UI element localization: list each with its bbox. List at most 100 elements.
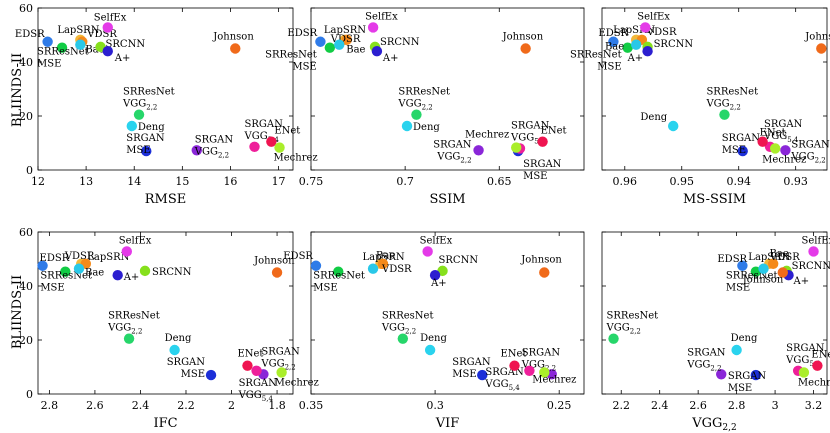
- point-label-bae: Bae: [346, 45, 365, 56]
- x-tick-label: 0.35: [299, 399, 324, 412]
- point-label-bae: Bae: [85, 45, 104, 56]
- x-tick-label: 2.6: [689, 399, 707, 412]
- point-label-enet: ENet: [501, 349, 527, 360]
- point-label-srresnet-mse: SRResNet MSE: [37, 47, 89, 70]
- point-bae: [73, 263, 85, 274]
- x-tick-label: 0.95: [669, 175, 694, 188]
- point-label-mechrez: Mechrez: [465, 130, 509, 141]
- point-srgan-mse: [205, 369, 217, 381]
- point-label-srcnn: SRCNN: [152, 267, 192, 278]
- plot-frame: [601, 7, 828, 171]
- point-label-lapsrn: LapSRN: [57, 25, 99, 36]
- point-label-johnson: Johnson: [212, 32, 254, 43]
- point-selfex: [121, 246, 132, 257]
- point-srresnet-mse: [324, 42, 336, 53]
- chart-panel-1: 12 13 14 15 16 17 0 20 40 60 RMSE EDSR SRResNet MSE La…: [15, 2, 318, 207]
- point-label-mechrez: Mechrez: [762, 154, 806, 165]
- point-label-bae: Bae: [376, 251, 395, 262]
- point-label-srcnn: SRCNN: [654, 39, 694, 50]
- y-tick-label: 0: [26, 388, 33, 401]
- point-mechrez: [798, 367, 810, 378]
- point-edsr: [37, 260, 48, 271]
- point-label-srgan-vgg: SRGAN VGG2,2: [686, 347, 726, 372]
- y-tick-label: 40: [19, 56, 33, 69]
- point-label-srresnet-vgg: SRResNet VGG2,2: [107, 311, 160, 336]
- point-label-srresnet-vgg: SRResNet VGG2,2: [122, 87, 175, 112]
- point-johnson: [230, 43, 241, 54]
- point-label-srgan-vgg: SRGAN VGG2,2: [433, 139, 472, 164]
- point-label-srcnn: SRCNN: [439, 255, 479, 266]
- point-label-mechrez: Mechrez: [798, 377, 830, 388]
- plot-frame: [601, 231, 828, 395]
- point-vdsr: [767, 258, 779, 270]
- point-label-srresnet-mse: SRResNet MSE: [313, 271, 365, 294]
- chart-panel-4: 2.8 2.6 2.4 2.2 2 1.8 0 20 40 60 IFC EDSR SRResNet MS…: [19, 226, 319, 431]
- point-srresnet-mse: [333, 266, 344, 277]
- point-label-srresnet-mse: SRResNet MSE: [570, 50, 622, 73]
- point-label-a-: A+: [123, 272, 140, 283]
- plot-frame: [310, 7, 585, 171]
- x-tick-label: 14: [127, 175, 141, 188]
- point-label-a-: A+: [430, 278, 447, 289]
- x-tick-label: 2: [228, 399, 235, 412]
- point-a-: [371, 46, 383, 57]
- point-selfex: [640, 22, 651, 33]
- point-label-johnson: Johnson: [804, 32, 830, 43]
- point-label-deng: Deng: [640, 112, 667, 123]
- x-tick-label: 2.4: [132, 399, 150, 412]
- y-tick-label: 60: [19, 2, 33, 15]
- point-deng: [401, 120, 413, 132]
- x-axis-label: SSIM: [429, 192, 465, 207]
- point-johnson: [271, 267, 283, 278]
- point-deng: [126, 120, 138, 132]
- point-label-lapsrn: LapSRN: [324, 25, 366, 36]
- point-srcnn: [139, 265, 151, 277]
- point-label-lapsrn: LapSRN: [613, 25, 655, 36]
- y-axis-label-bottom: BLIINDS-II: [10, 275, 25, 349]
- point-label-lapsrn: LapSRN: [87, 252, 129, 263]
- chart-panel-6: 2.2 2.4 2.6 2.8 3 3.2 VGG2,2 EDSR SRResNet MSE Lap…: [601, 231, 830, 433]
- x-tick-label: 2.2: [177, 399, 195, 412]
- point-a-: [429, 270, 441, 281]
- point-label-srresnet-vgg: SRResNet VGG2,2: [397, 87, 450, 112]
- x-tick-label: 16: [223, 175, 237, 188]
- point-label-srresnet-mse: SRResNet MSE: [726, 271, 778, 294]
- point-bae: [367, 263, 379, 274]
- y-tick-label: 20: [19, 110, 33, 123]
- point-srresnet-vgg: [608, 333, 619, 344]
- point-label-a-: A+: [793, 276, 810, 287]
- point-srresnet-vgg: [411, 109, 422, 120]
- point-label-srcnn: SRCNN: [380, 37, 420, 48]
- point-srgan-mse: [141, 145, 152, 157]
- point-label-selfex: SelfEx: [94, 12, 127, 23]
- x-axis-label: VGG2,2: [691, 416, 737, 433]
- point-a-: [112, 270, 123, 281]
- point-a-: [642, 46, 653, 57]
- point-bae: [630, 39, 642, 50]
- point-label-mechrez: Mechrez: [532, 374, 576, 385]
- point-srresnet-vgg: [133, 109, 145, 120]
- point-label-selfex: SelfEx: [637, 11, 670, 22]
- point-srresnet-vgg: [123, 333, 135, 344]
- x-axis-label: IFC: [153, 416, 177, 431]
- point-label-srgan-vgg: SRGAN VGG2,2: [521, 347, 561, 372]
- point-johnson: [777, 267, 788, 278]
- x-axis-label: RMSE: [145, 192, 187, 207]
- point-label-selfex: SelfEx: [365, 11, 398, 22]
- x-tick-label: 0.25: [547, 399, 572, 412]
- point-selfex: [367, 22, 379, 33]
- point-edsr: [608, 36, 619, 47]
- point-bae: [758, 263, 769, 274]
- point-label-selfex: SelfEx: [420, 235, 453, 246]
- y-tick-label: 20: [19, 334, 33, 347]
- point-label-edsr: EDSR: [717, 254, 747, 265]
- point-label-enet: ENet: [760, 128, 786, 139]
- point-label-deng: Deng: [138, 122, 165, 133]
- point-enet: [812, 360, 823, 371]
- point-label-srresnet-mse: SRResNet MSE: [265, 50, 317, 73]
- point-srresnet-vgg: [719, 109, 730, 120]
- point-label-srresnet-vgg: SRResNet VGG2,2: [381, 311, 434, 336]
- point-label-edsr: EDSR: [287, 28, 317, 39]
- point-label-srgan-mse: SRGAN MSE: [167, 357, 206, 380]
